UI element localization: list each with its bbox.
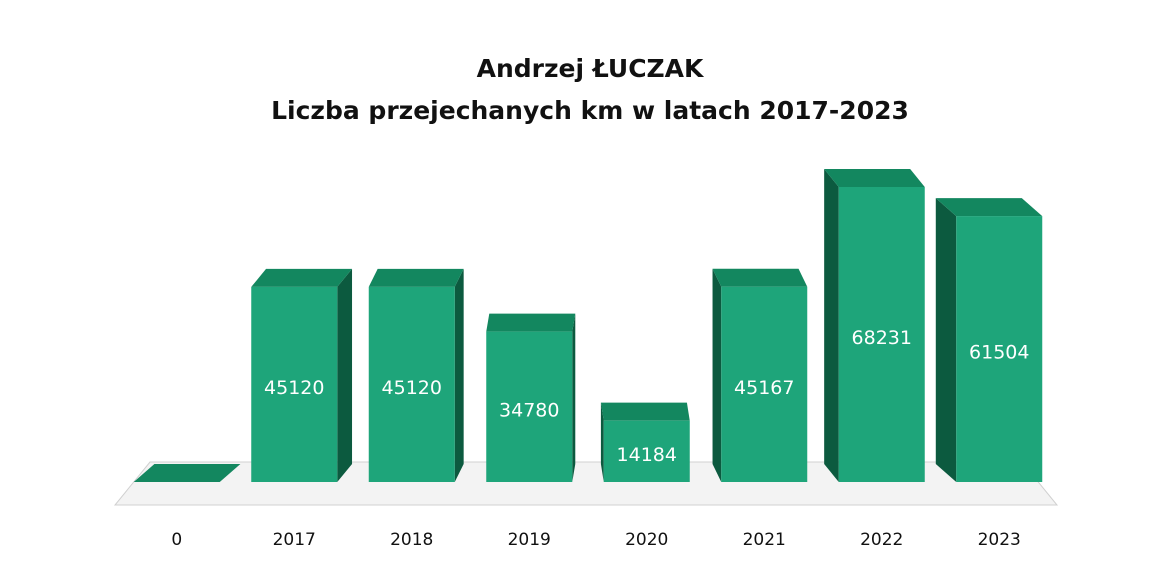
- bar-top: [824, 169, 925, 187]
- bar: [838, 187, 925, 482]
- data-label: 68231: [852, 327, 912, 349]
- x-tick-label: 0: [171, 530, 182, 550]
- bar-side: [572, 313, 576, 482]
- data-label: 45120: [264, 377, 324, 399]
- x-tick-label: 2021: [743, 530, 786, 550]
- x-tick-label: 2023: [978, 530, 1021, 550]
- bar: [368, 286, 455, 482]
- bar: [486, 331, 573, 482]
- data-label: 61504: [969, 342, 1029, 364]
- data-label: 34780: [499, 399, 559, 421]
- bar: [721, 286, 808, 482]
- bar-top: [600, 402, 690, 421]
- bar-top: [935, 198, 1043, 217]
- x-tick-label: 2018: [390, 530, 433, 550]
- bar-side: [824, 169, 839, 482]
- data-label: 45120: [382, 377, 442, 399]
- bar: [251, 286, 338, 482]
- x-tick-label: 2020: [625, 530, 668, 550]
- bar-top: [712, 268, 808, 287]
- chart-title: Andrzej ŁUCZAK: [477, 54, 705, 83]
- bar: [603, 420, 690, 482]
- bar-side: [454, 268, 464, 482]
- bar-top: [368, 268, 464, 287]
- bar-top: [133, 464, 241, 482]
- chart-subtitle: Liczba przejechanych km w latach 2017-20…: [271, 96, 909, 125]
- bar-side: [600, 402, 604, 482]
- x-tick-label: 2019: [508, 530, 551, 550]
- bar-top: [251, 268, 353, 287]
- data-label: 14184: [617, 444, 677, 466]
- bar-side: [935, 198, 957, 482]
- x-tick-label: 2017: [273, 530, 316, 550]
- data-label: 45167: [734, 377, 794, 399]
- bar-top: [486, 313, 576, 332]
- bar-side: [712, 268, 722, 482]
- x-tick-label: 2022: [860, 530, 903, 550]
- bar-side: [337, 268, 353, 482]
- bar: [956, 216, 1043, 482]
